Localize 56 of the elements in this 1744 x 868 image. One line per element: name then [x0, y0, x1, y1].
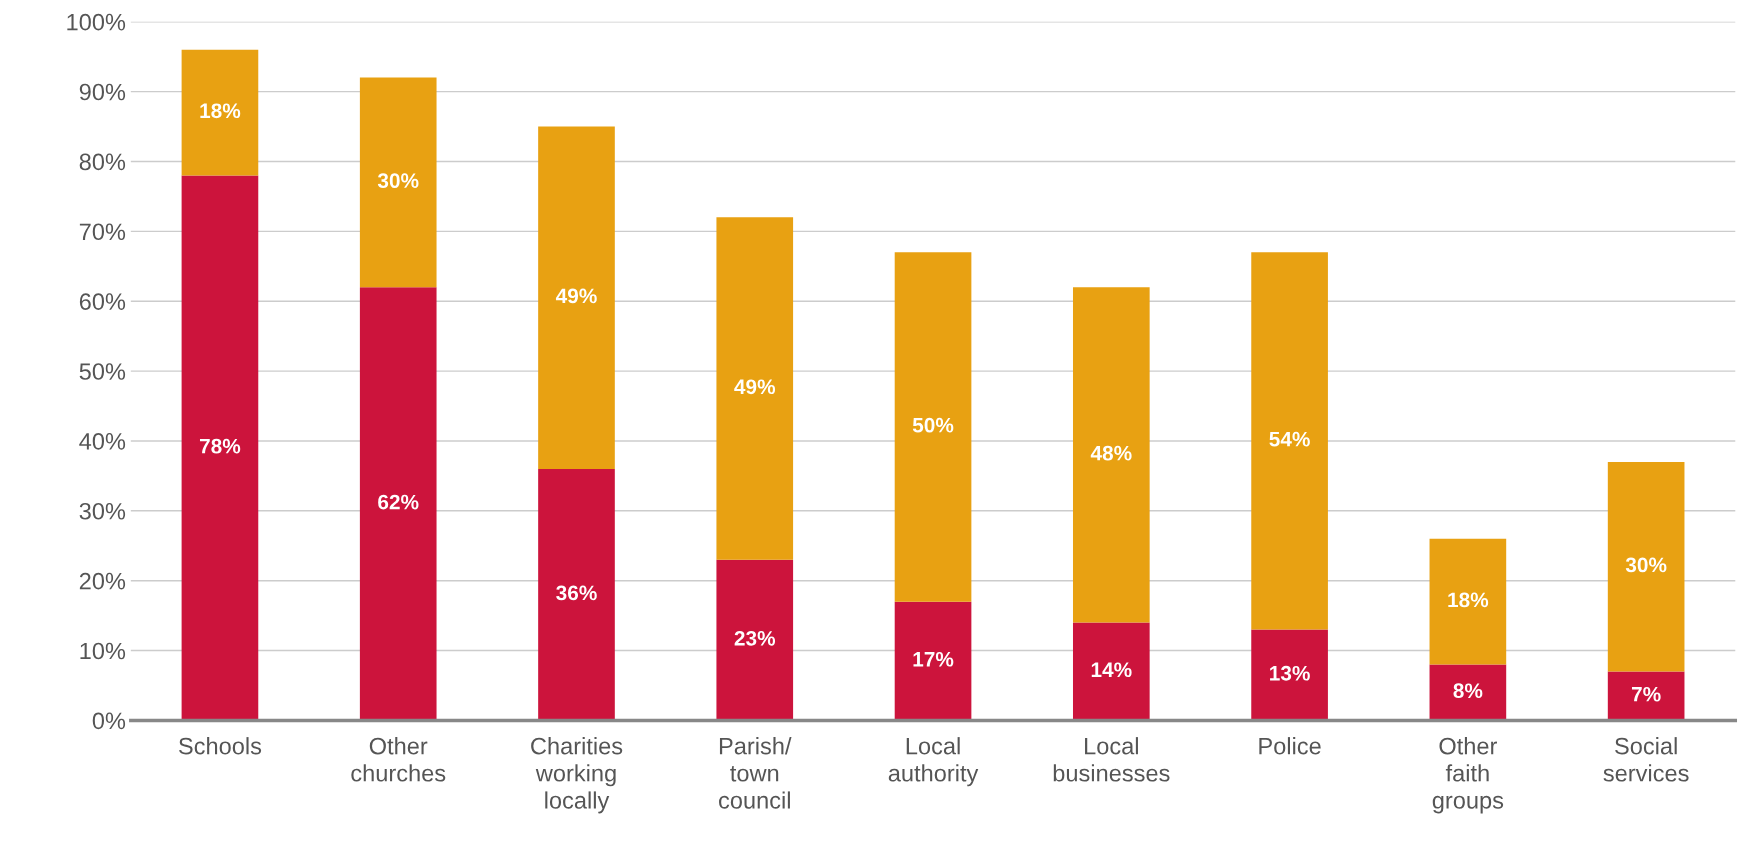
y-tick-label: 0% [92, 712, 126, 730]
bar [1429, 538, 1507, 665]
bar [359, 287, 437, 721]
data-label: 30% [377, 173, 419, 189]
data-label: 23% [734, 630, 776, 646]
data-label: 48% [1090, 445, 1132, 461]
data-label: 7% [1631, 686, 1661, 702]
x-tick-label: Social services [1603, 737, 1689, 782]
data-label: 14% [1091, 662, 1132, 678]
data-label: 49% [734, 379, 776, 395]
bar [1072, 287, 1150, 623]
data-label: 13% [1270, 665, 1310, 681]
x-tick-label: Local authority [888, 737, 979, 787]
y-tick-label: 10% [80, 642, 126, 660]
bar [1251, 252, 1328, 630]
bar [538, 468, 615, 721]
data-label: 62% [378, 494, 419, 510]
y-tick-label: 50% [79, 363, 126, 380]
data-label: 54% [1269, 431, 1310, 447]
x-tick-label: Schools [179, 737, 262, 755]
bar [1251, 629, 1328, 721]
data-label: 36% [556, 585, 597, 601]
bar [1429, 664, 1507, 721]
y-tick-label: 80% [79, 153, 126, 171]
y-tick-label: 20% [79, 572, 126, 590]
y-tick-label: 90% [79, 83, 126, 101]
data-label: 18% [1448, 592, 1489, 608]
bar [1607, 671, 1685, 721]
x-tick-label: Other faith groups [1432, 737, 1504, 814]
x-tick-label: Police [1259, 737, 1321, 755]
data-label: 8% [1453, 683, 1483, 699]
data-label: 78% [199, 438, 241, 454]
bar [359, 77, 437, 288]
x-tick-label: Other churches [351, 737, 446, 782]
bar [181, 49, 259, 176]
y-tick-label: 70% [79, 223, 126, 241]
x-tick-label: Parish/ town council [719, 737, 792, 809]
bar [894, 252, 972, 602]
data-label: 30% [1625, 557, 1667, 573]
bar [716, 559, 794, 721]
bar [894, 601, 972, 721]
x-tick-label: Charities working locally [531, 737, 623, 814]
data-label: 50% [912, 417, 954, 433]
bar [716, 217, 794, 560]
data-label: 18% [200, 103, 241, 119]
data-label: 17% [913, 651, 954, 667]
y-tick-label: 100% [67, 13, 126, 31]
x-tick-label: Local businesses [1053, 737, 1170, 782]
y-tick-label: 40% [79, 433, 126, 450]
y-tick-label: 30% [79, 502, 126, 520]
bar [1072, 622, 1150, 721]
bar [1607, 461, 1685, 672]
bar [181, 175, 259, 721]
bar [538, 126, 615, 469]
y-tick-label: 60% [79, 293, 126, 310]
data-label: 49% [555, 288, 597, 304]
